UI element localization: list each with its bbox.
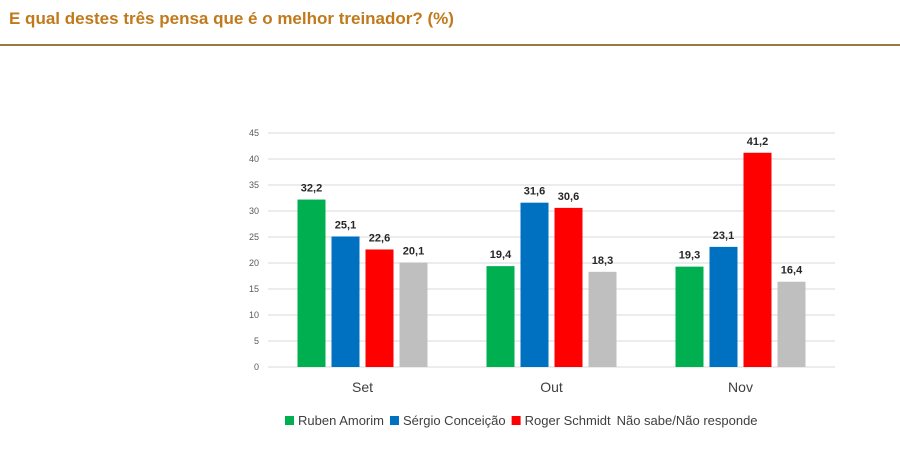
legend-swatch (511, 416, 521, 425)
x-category-label: Set (352, 379, 373, 395)
data-labels: 32,2 25,1 22,6 20,1 19,4 31,6 30,6 18,3 19,3 23,1… (301, 136, 803, 277)
data-label: 22,6 (369, 232, 390, 244)
data-label: 19,4 (490, 249, 512, 261)
x-category-label: Nov (728, 379, 753, 395)
bars (297, 152, 806, 367)
y-tick-label: 30 (249, 206, 259, 216)
gridlines (268, 132, 835, 368)
y-tick-label: 35 (249, 180, 259, 190)
y-tick-label: 10 (249, 310, 259, 320)
legend-label: Ruben Amorim (298, 413, 384, 428)
data-label: 19,3 (679, 250, 700, 262)
data-label: 16,4 (781, 265, 803, 277)
bar-set-series-1 (331, 236, 360, 367)
title-divider (0, 44, 900, 46)
y-tick-label: 20 (249, 258, 259, 268)
y-axis-ticks: 0 5 10 15 20 25 30 35 40 45 (249, 128, 259, 372)
data-label: 25,1 (335, 219, 356, 231)
bar-out-series-1 (520, 202, 549, 367)
legend-label: Sérgio Conceição (403, 413, 506, 428)
data-label: 30,6 (558, 191, 579, 203)
data-label: 18,3 (592, 255, 613, 267)
y-tick-label: 40 (249, 154, 259, 164)
data-label: 32,2 (301, 183, 322, 195)
y-tick-label: 15 (249, 284, 259, 294)
bar-nov-series-1 (709, 246, 738, 367)
bar-out-series-2 (554, 207, 583, 367)
legend: Ruben Amorim Sérgio Conceição Roger Schmid… (285, 413, 758, 428)
bar-nov-series-0 (675, 266, 704, 367)
legend-swatch (389, 416, 399, 425)
data-label: 31,6 (524, 186, 545, 198)
legend-swatch (285, 416, 294, 425)
bar-nov-series-2 (743, 152, 772, 367)
x-category-label: Out (540, 379, 563, 395)
bar-out-series-0 (486, 266, 515, 367)
bar-nov-series-3 (777, 281, 806, 367)
y-tick-label: 45 (249, 128, 259, 138)
bar-set-series-0 (297, 199, 326, 367)
y-tick-label: 25 (249, 232, 259, 242)
bar-out-series-3 (588, 271, 617, 367)
data-label: 20,1 (403, 245, 424, 257)
x-axis-categories: Set Out Nov (352, 379, 753, 395)
bar-set-series-3 (399, 262, 428, 367)
legend-label: Roger Schmidt (525, 413, 611, 428)
data-label: 41,2 (747, 136, 768, 148)
y-tick-label: 0 (254, 362, 259, 372)
y-tick-label: 5 (254, 336, 259, 346)
page-title: E qual destes três pensa que é o melhor … (9, 9, 454, 28)
legend-label: Não sabe/Não responde (617, 413, 758, 428)
bar-set-series-2 (365, 249, 394, 367)
data-label: 23,1 (713, 230, 734, 242)
